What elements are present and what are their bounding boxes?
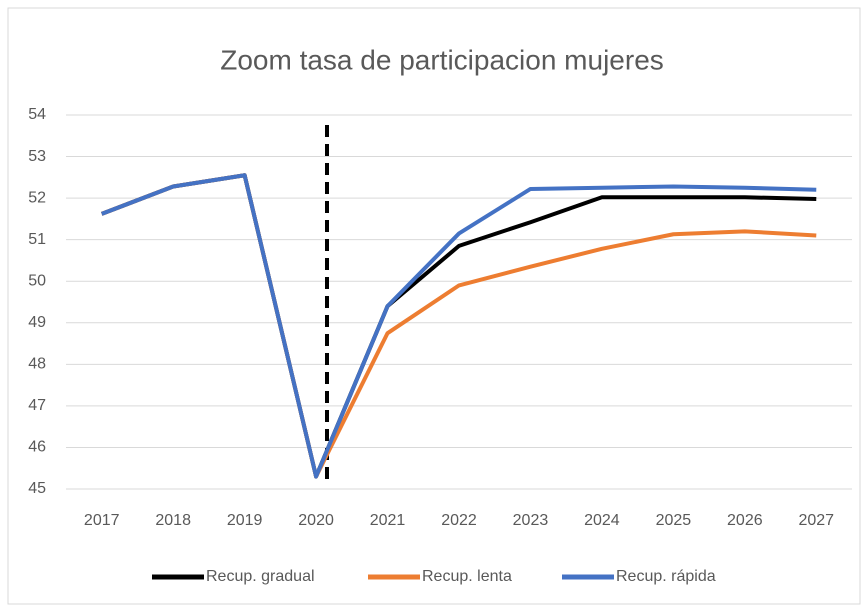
- y-tick-label: 45: [28, 480, 46, 497]
- y-tick-label: 47: [28, 397, 46, 414]
- x-tick-label: 2027: [798, 512, 834, 529]
- x-tick-label: 2021: [370, 512, 406, 529]
- y-tick-label: 49: [28, 314, 46, 331]
- y-tick-label: 48: [28, 356, 46, 373]
- x-tick-label: 2022: [441, 512, 477, 529]
- y-tick-label: 50: [28, 272, 46, 289]
- legend-label: Recup. gradual: [206, 568, 315, 585]
- x-tick-label: 2025: [656, 512, 692, 529]
- x-tick-label: 2020: [298, 512, 334, 529]
- x-tick-label: 2018: [155, 512, 191, 529]
- y-tick-label: 53: [28, 148, 46, 165]
- y-tick-label: 51: [28, 231, 46, 248]
- series-line: [101, 173, 817, 479]
- x-tick-label: 2024: [584, 512, 620, 529]
- y-tick-label: 52: [28, 189, 46, 206]
- legend-label: Recup. lenta: [422, 568, 512, 585]
- x-tick-label: 2019: [227, 512, 263, 529]
- chart-frame: [7, 7, 861, 605]
- y-tick-label: 54: [28, 106, 46, 123]
- x-tick-label: 2017: [84, 512, 120, 529]
- x-tick-label: 2026: [727, 512, 763, 529]
- legend-label: Recup. rápida: [616, 568, 716, 585]
- chart-title: Zoom tasa de participacion mujeres: [220, 44, 664, 75]
- y-tick-label: 46: [28, 439, 46, 456]
- x-tick-label: 2023: [513, 512, 549, 529]
